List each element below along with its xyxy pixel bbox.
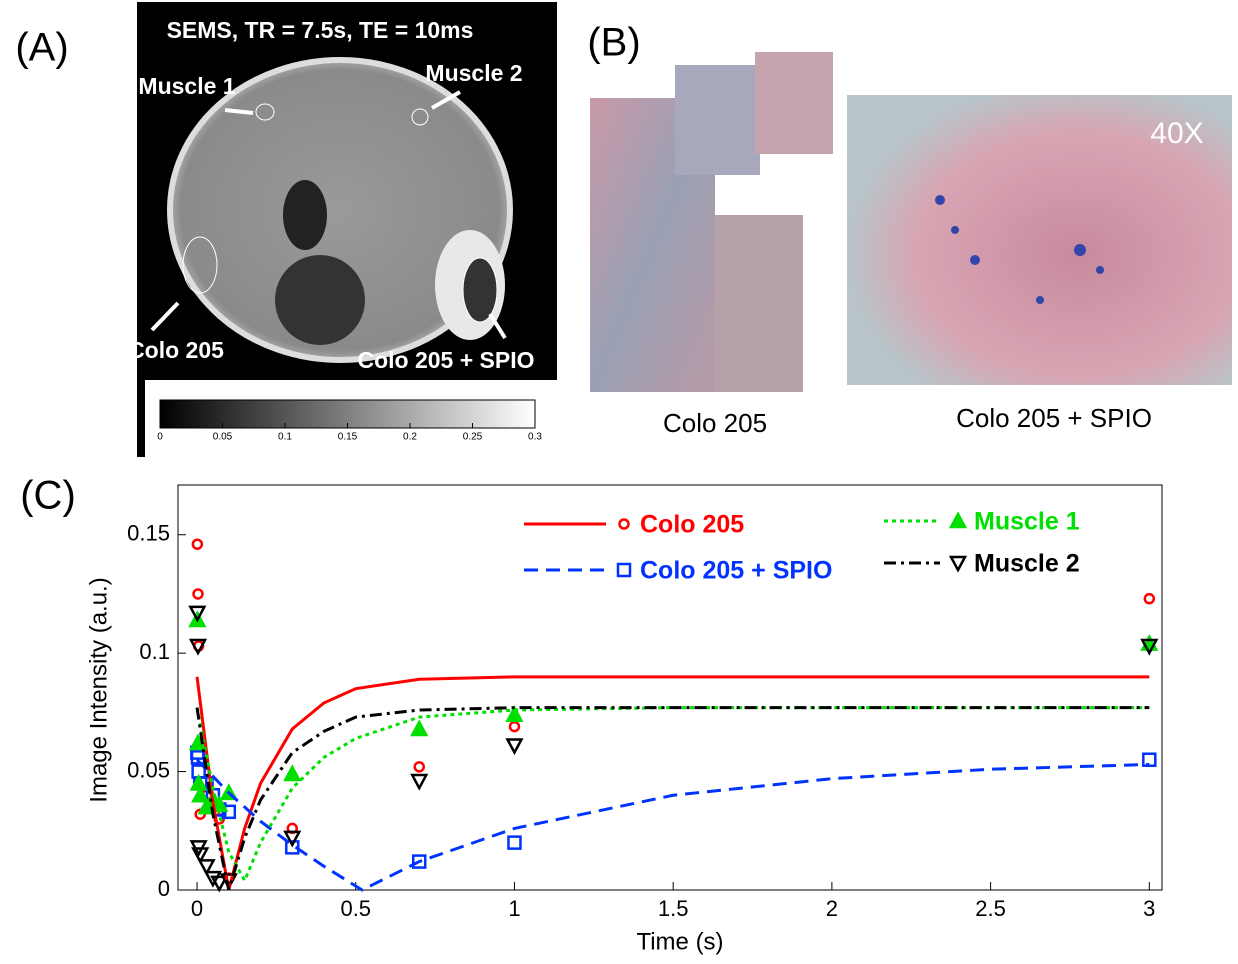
- page: (A) (B) (C) SEMS, TR = 7.5s, TE = 10ms M…: [0, 0, 1238, 964]
- axes-box: [178, 485, 1162, 890]
- colorbar-tick-label: 0.2: [403, 432, 417, 443]
- colorbar-tick-label: 0.15: [338, 432, 358, 443]
- data-point: [412, 775, 426, 788]
- histology-image: [675, 65, 760, 175]
- mri-roi: [463, 258, 497, 322]
- mri-organ: [275, 255, 365, 345]
- data-point: [1145, 594, 1154, 603]
- magnification: 40X: [1150, 117, 1203, 150]
- y-tick-label: 0: [158, 876, 170, 901]
- data-point: [193, 589, 202, 598]
- colorbar-tick-label: 0.1: [278, 432, 292, 443]
- data-point: [285, 767, 299, 780]
- y-axis-label: Image Intensity (a.u.): [85, 577, 112, 802]
- panel-label: (C): [20, 474, 76, 518]
- caption: Colo 205: [663, 408, 767, 438]
- chart: Time (s) Image Intensity (a.u.) 0 0.5 1 1.5…: [85, 485, 1162, 955]
- data-point: [508, 837, 520, 849]
- x-tick-label: 0: [191, 896, 203, 921]
- histology-image: [755, 52, 833, 154]
- legend-label: Muscle 1: [974, 508, 1080, 536]
- legend-label: Colo 205: [640, 511, 744, 539]
- x-tick-label: 2.5: [975, 896, 1006, 921]
- x-tick-label: 1: [508, 896, 520, 921]
- legend-marker: [620, 520, 629, 529]
- colorbar-tick-label: 0.3: [528, 432, 542, 443]
- legend-marker: [951, 557, 965, 570]
- y-tick-label: 0.1: [139, 639, 170, 664]
- mri-organ: [283, 180, 327, 250]
- region-label: Colo 205: [128, 337, 224, 363]
- data-point: [415, 762, 424, 771]
- fit-line: [197, 760, 1149, 890]
- fit-line: [197, 708, 1149, 890]
- x-tick-label: 1.5: [658, 896, 689, 921]
- histology-image: [715, 215, 803, 392]
- y-tick-label: 0.05: [127, 757, 170, 782]
- colorbar-tick-label: 0.25: [463, 432, 483, 443]
- figure: (A) (B) (C) SEMS, TR = 7.5s, TE = 10ms M…: [0, 0, 1238, 964]
- legend-label: Muscle 2: [974, 550, 1080, 578]
- legend-label: Colo 205 + SPIO: [640, 557, 832, 585]
- panel-label: (B): [587, 21, 640, 65]
- colorbar-tick-label: 0: [157, 432, 163, 443]
- colorbar-tick-label: 0.05: [213, 432, 233, 443]
- region-label: Muscle 2: [425, 60, 522, 86]
- legend-marker: [618, 564, 630, 576]
- mri-title: SEMS, TR = 7.5s, TE = 10ms: [167, 17, 474, 43]
- region-label: Colo 205 + SPIO: [357, 347, 534, 373]
- data-point: [1143, 754, 1155, 766]
- histology-panel: 40X Colo 205 Colo 205 + SPIO: [590, 52, 1232, 438]
- legend-marker: [951, 514, 965, 527]
- x-tick-label: 3: [1143, 896, 1155, 921]
- x-axis-label: Time (s): [636, 928, 723, 955]
- x-tick-label: 2: [826, 896, 838, 921]
- data-point: [193, 540, 202, 549]
- data-point: [412, 722, 426, 735]
- caption: Colo 205 + SPIO: [956, 403, 1152, 433]
- x-tick-label: 0.5: [340, 896, 371, 921]
- mri-panel: SEMS, TR = 7.5s, TE = 10ms Muscle 1 Musc…: [128, 2, 557, 457]
- y-tick-label: 0.15: [127, 521, 170, 546]
- region-label: Muscle 1: [138, 73, 235, 99]
- data-point: [507, 740, 521, 753]
- data-point: [510, 722, 519, 731]
- panel-label: (A): [15, 26, 68, 70]
